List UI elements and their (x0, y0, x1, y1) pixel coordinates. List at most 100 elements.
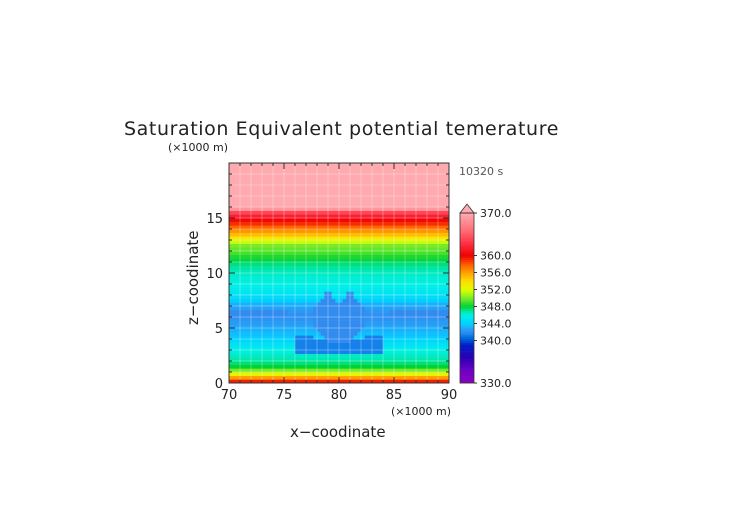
heatmap-cell (324, 379, 329, 384)
heatmap-cell (254, 185, 259, 189)
heatmap-cell (416, 302, 420, 307)
heatmap-cell (262, 218, 266, 222)
heatmap-cell (280, 232, 285, 237)
heatmap-cell (328, 368, 332, 373)
heatmap-cell (445, 221, 450, 226)
heatmap-cell (298, 232, 303, 237)
heatmap-cell (368, 353, 373, 358)
heatmap-cell (247, 302, 252, 307)
heatmap-cell (265, 306, 270, 310)
heatmap-cell (386, 181, 391, 186)
heatmap-cell (229, 170, 233, 175)
heatmap-cell (309, 291, 314, 296)
heatmap-cell (445, 196, 450, 200)
heatmap-cell (306, 174, 310, 178)
heatmap-cell (262, 291, 266, 296)
heatmap-cell (262, 210, 266, 215)
heatmap-cell (243, 276, 248, 281)
heatmap-cell (284, 309, 288, 314)
heatmap-cell (324, 339, 329, 343)
heatmap-cell (306, 320, 310, 325)
heatmap-cell (291, 196, 296, 200)
heatmap-cell (361, 166, 365, 171)
heatmap-cell (313, 317, 318, 321)
chart-title: Saturation Equivalent potential temeratu… (124, 118, 559, 140)
heatmap-cell (247, 375, 252, 380)
heatmap-cell (273, 320, 277, 325)
heatmap-cell (445, 203, 450, 208)
heatmap-cell (412, 379, 417, 384)
heatmap-cell (328, 306, 332, 310)
heatmap-cell (298, 225, 303, 230)
heatmap-cell (405, 236, 409, 241)
x-axis-label: x−coodinate (290, 423, 386, 441)
heatmap-cell (394, 361, 398, 365)
heatmap-cell (236, 177, 241, 182)
heatmap-cell (324, 174, 329, 178)
heatmap-cell (269, 317, 274, 321)
heatmap-cell (401, 328, 406, 332)
heatmap-cell (361, 375, 365, 380)
heatmap-cell (331, 163, 336, 167)
heatmap-cell (276, 170, 281, 175)
heatmap-cell (353, 375, 358, 380)
heatmap-cell (357, 262, 362, 266)
heatmap-cell (386, 243, 391, 248)
heatmap-cell (430, 236, 435, 241)
heatmap-cell (445, 306, 450, 310)
heatmap-cell (361, 218, 365, 222)
heatmap-cell (353, 276, 358, 281)
heatmap-cell (383, 335, 387, 340)
heatmap-cell (401, 203, 406, 208)
heatmap-cell (423, 280, 428, 285)
heatmap-cell (427, 339, 431, 343)
heatmap-cell (335, 251, 340, 255)
heatmap-cell (295, 243, 299, 248)
heatmap-cell (273, 273, 277, 277)
heatmap-cell (434, 375, 439, 380)
heatmap-cell (405, 254, 409, 259)
heatmap-cell (372, 353, 376, 358)
heatmap-cell (390, 342, 395, 347)
heatmap-cell (383, 221, 387, 226)
heatmap-cell (258, 188, 263, 193)
heatmap-cell (375, 375, 380, 380)
heatmap-cell (295, 346, 299, 351)
heatmap-cell (306, 262, 310, 266)
heatmap-cell (247, 243, 252, 248)
heatmap-cell (298, 174, 303, 178)
heatmap-cell (313, 368, 318, 373)
heatmap-cell (331, 313, 336, 318)
heatmap-cell (423, 342, 428, 347)
heatmap-cell (416, 324, 420, 329)
heatmap-cell (342, 353, 347, 358)
heatmap-cell (445, 298, 450, 303)
heatmap-cell (339, 364, 343, 369)
heatmap-cell (339, 221, 343, 226)
heatmap-cell (379, 265, 384, 270)
heatmap-cell (262, 295, 266, 299)
heatmap-cell (276, 232, 281, 237)
heatmap-cell (368, 364, 373, 369)
heatmap-cell (298, 328, 303, 332)
heatmap-cell (430, 177, 435, 182)
heatmap-cell (240, 346, 244, 351)
heatmap-cell (412, 339, 417, 343)
heatmap-cell (434, 357, 439, 362)
heatmap-cell (262, 174, 266, 178)
heatmap-cell (405, 185, 409, 189)
heatmap-cell (265, 225, 270, 230)
heatmap-cell (416, 232, 420, 237)
heatmap-cell (423, 276, 428, 281)
heatmap-cell (357, 306, 362, 310)
heatmap-cell (232, 185, 237, 189)
heatmap-cell (276, 342, 281, 347)
heatmap-cell (394, 174, 398, 178)
heatmap-cell (331, 320, 336, 325)
heatmap-cell (273, 251, 277, 255)
heatmap-cell (372, 375, 376, 380)
heatmap-cell (353, 166, 358, 171)
heatmap-cell (243, 284, 248, 288)
heatmap-cell (273, 309, 277, 314)
heatmap-cell (427, 353, 431, 358)
